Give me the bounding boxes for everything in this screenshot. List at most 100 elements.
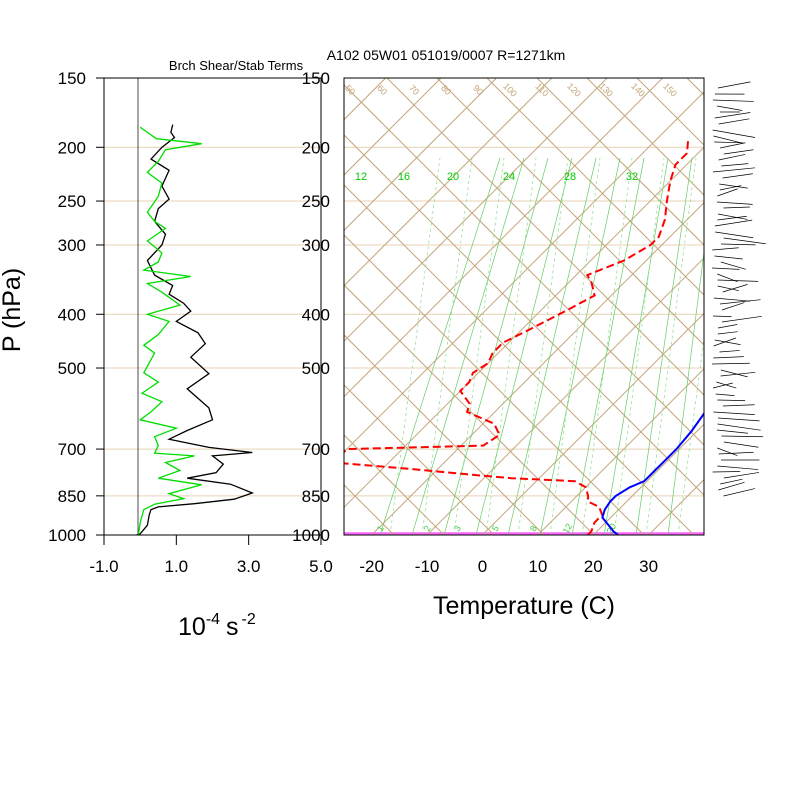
wind-barb-line [720,371,756,377]
dry-adiabat-line [486,78,704,296]
wind-barb-line [719,350,740,353]
wind-barb-line [713,411,755,415]
right-plot-frame [343,77,705,536]
wind-barb-line [714,255,743,260]
wind-barb-line [723,237,766,245]
wind-barb-line [719,183,748,189]
wind-barb-line [715,231,754,239]
wind-barb-line [721,435,764,438]
wind-barb-line [723,488,755,497]
left-x-tick-label: -1.0 [89,557,118,576]
left-y-tick-label: 150 [58,69,86,88]
left-y-tick-label: 700 [58,440,86,459]
mixing-ratio-line [443,157,549,535]
dry-adiabat-line [586,78,704,196]
wind-barb-line [712,471,741,473]
wind-barb-line [723,441,759,448]
dewpoint-line [344,141,689,535]
wind-barb-line [721,302,745,311]
shear-stab-panel: 150 200 250 300 400 500 700 850 1000 -1.0 1.0 3.0 5… [0,58,333,641]
mixing-ratio-line [379,157,501,535]
wind-barb-line [722,284,748,293]
left-y-tick-label: 200 [58,138,86,157]
mixing-ratio-label: 16 [398,171,410,183]
isotherm-line [344,78,442,176]
mixing-ratio-label: 20 [447,171,459,183]
mixing-ratio-line [635,157,693,535]
dry-adiabat-label: 110 [534,81,551,98]
left-y-tick-label: 400 [58,305,86,324]
wind-barb-line [719,185,742,191]
mixing-ratio-label: 32 [626,171,638,183]
dry-adiabat-label: 130 [597,81,615,99]
wind-barbs [712,81,766,497]
dry-adiabat-line [344,384,495,535]
wind-barb-line [713,356,744,359]
mixing-ratio-line [411,157,525,535]
left-x-tick-labels: -1.0 1.0 3.0 5.0 [89,535,333,576]
dry-adiabat-line [344,84,704,446]
wind-barb-line [717,213,748,220]
mixing-ratio-label: 12 [355,171,367,183]
wind-barb-line [717,215,747,221]
dry-adiabat-line [344,284,595,535]
wind-barb-line [716,381,737,389]
dry-adiabat-label: 80 [439,83,453,97]
right-panel-title: A102 05W01 051019/0007 R=1271km [327,47,566,63]
wind-barb-line [718,118,750,125]
isotherm-line [344,78,497,232]
black-series-line [136,124,255,535]
wind-barb-line [717,331,738,335]
left-y-tick-label: 1000 [48,526,86,545]
right-y-tick-label: 300 [302,236,330,255]
isotherm-line [344,146,704,509]
dry-adiabat-line [0,78,294,535]
dry-adiabat-line [344,434,445,535]
right-y-tick-label: 200 [302,138,330,157]
dry-adiabat-label: 60 [375,83,389,97]
isotherm-line [426,257,704,535]
mixing-ratio-bottom-label: 2 [422,524,433,533]
wind-barb-line [714,219,753,227]
right-x-tick-label: 20 [584,557,603,576]
right-y-tick-label: 150 [302,69,330,88]
wind-barb-line [718,482,745,491]
isotherm-line [0,78,275,535]
isotherm-line [0,78,330,535]
left-y-tick-label: 300 [58,236,86,255]
right-x-tick-labels: -20 -10 0 10 20 30 [359,557,658,576]
wind-barb-line [712,382,733,389]
isotherm-line [344,78,553,287]
right-y-tick-labels: 150 200 250 300 400 500 700 850 1000 [292,69,330,545]
moist-adiabat-line [581,157,633,535]
wind-barb-line [717,447,738,456]
isotherm-line [344,78,608,342]
wind-barb-line [712,129,756,138]
moist-adiabat-line [453,157,505,535]
skewt-profiles [344,141,704,535]
wind-barb-line [723,149,754,155]
wind-barb-line [713,135,744,144]
right-x-axis-label: Temperature (C) [433,592,615,620]
shear-stab-series [136,124,255,535]
left-y-tick-label: 850 [58,487,86,506]
dry-adiabat-label: 100 [501,81,519,99]
right-x-tick-label: -20 [359,557,384,576]
wind-barb-line [714,141,744,144]
wind-barb-line [719,142,746,149]
wind-barb-line [717,81,751,89]
moist-adiabat-line [421,157,473,535]
mixing-ratio-line [603,157,669,535]
mixing-ratio-line [507,157,597,535]
dry-adiabat-label: 150 [661,81,679,99]
wind-barb-line [712,167,756,173]
wind-barb-line [723,206,750,209]
shaded-layer-band [344,532,704,535]
dry-adiabat-line [344,234,645,535]
wind-barb-line [712,267,740,270]
left-x-tick-label: 3.0 [237,557,261,576]
wind-barb-line [712,315,732,317]
left-x-tick-label: 1.0 [165,557,189,576]
